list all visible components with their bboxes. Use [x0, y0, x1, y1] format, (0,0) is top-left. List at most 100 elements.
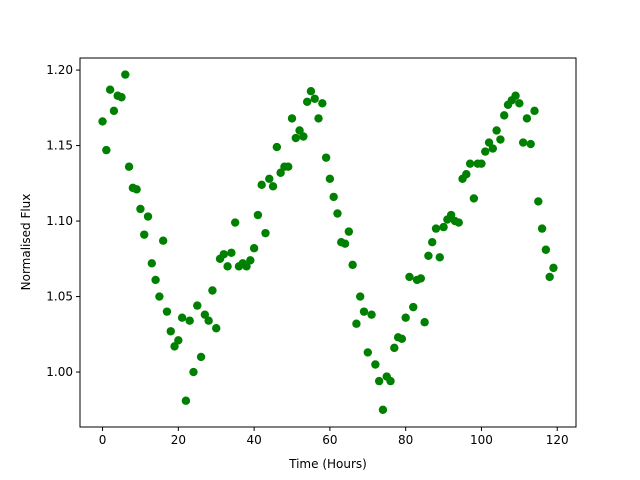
point [492, 126, 501, 135]
point [174, 336, 183, 345]
point [530, 106, 539, 116]
point [390, 343, 399, 353]
point [481, 147, 490, 156]
y-tick-label: 1.20 [46, 63, 73, 77]
x-tick-label: 40 [246, 433, 261, 447]
point [340, 239, 350, 248]
point [261, 228, 270, 238]
point [147, 259, 157, 268]
point [374, 376, 384, 386]
y-tick-label: 1.15 [46, 139, 73, 153]
point [511, 91, 520, 100]
point [295, 126, 304, 135]
point [223, 262, 232, 271]
point [446, 210, 456, 220]
point [257, 180, 266, 190]
point [291, 133, 300, 143]
point [537, 224, 547, 233]
point [424, 251, 433, 260]
y-tick-label: 1.00 [46, 365, 73, 379]
point [155, 292, 164, 301]
point [189, 367, 198, 377]
point [435, 253, 444, 262]
point [124, 162, 134, 171]
point [484, 138, 494, 147]
point [363, 348, 372, 357]
point [306, 87, 316, 96]
point [136, 204, 145, 214]
point [302, 97, 312, 106]
point [318, 99, 327, 108]
point [265, 174, 274, 183]
point [416, 274, 426, 283]
point [526, 139, 535, 149]
point [405, 272, 414, 282]
point [109, 106, 119, 116]
point [212, 324, 221, 333]
point [534, 197, 543, 206]
point [431, 224, 441, 233]
point [143, 212, 153, 221]
point [462, 170, 471, 179]
point [344, 227, 354, 236]
point [162, 307, 172, 316]
point [549, 263, 558, 273]
point [193, 301, 202, 310]
point [420, 318, 429, 327]
point [496, 135, 505, 144]
point [276, 168, 285, 177]
point [268, 182, 278, 191]
point [378, 405, 388, 414]
point [518, 138, 528, 147]
point [166, 327, 175, 336]
point [352, 319, 361, 328]
y-tick-label: 1.05 [46, 290, 73, 304]
x-axis-title: Time (Hours) [288, 457, 367, 471]
point [333, 209, 342, 218]
point [499, 111, 509, 120]
point [246, 256, 255, 265]
y-tick-label: 1.10 [46, 214, 73, 228]
point [121, 70, 130, 79]
y-axis-title: Normalised Flux [19, 194, 33, 291]
point [208, 286, 217, 295]
point [386, 376, 395, 386]
point [515, 99, 524, 108]
x-tick-label: 60 [322, 433, 337, 447]
x-tick-label: 100 [470, 433, 493, 447]
point [409, 302, 418, 312]
point [132, 185, 141, 194]
point [253, 210, 263, 220]
point [321, 153, 331, 162]
point [371, 360, 380, 369]
point [272, 142, 282, 152]
point [329, 192, 338, 202]
point [359, 307, 369, 316]
point [299, 132, 308, 141]
point [105, 85, 115, 94]
point [242, 262, 251, 271]
point [227, 248, 236, 257]
x-tick-label: 120 [546, 433, 569, 447]
point [185, 316, 194, 325]
point [348, 260, 357, 270]
plot-frame [79, 57, 577, 428]
point [367, 310, 376, 319]
x-tick-label: 20 [171, 433, 186, 447]
x-tick-label: 0 [99, 433, 107, 447]
point [522, 114, 532, 123]
point [230, 218, 240, 227]
point [397, 334, 407, 344]
point [469, 194, 479, 203]
point [219, 250, 228, 259]
point [314, 114, 323, 123]
point [545, 272, 554, 282]
point [401, 313, 410, 322]
point [200, 310, 210, 319]
point [310, 94, 319, 103]
point [439, 222, 448, 232]
point [428, 237, 437, 247]
x-tick-label: 80 [398, 433, 413, 447]
